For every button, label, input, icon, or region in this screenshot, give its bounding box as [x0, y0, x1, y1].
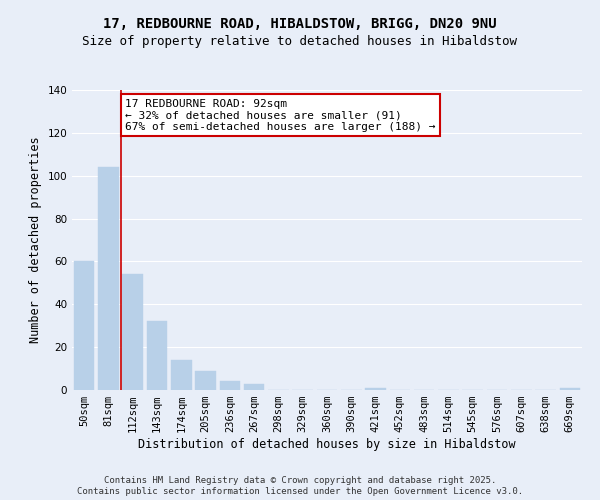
Bar	[171, 360, 191, 390]
Bar	[122, 274, 143, 390]
Bar	[365, 388, 386, 390]
Text: 17 REDBOURNE ROAD: 92sqm
← 32% of detached houses are smaller (91)
67% of semi-d: 17 REDBOURNE ROAD: 92sqm ← 32% of detach…	[125, 98, 436, 132]
Y-axis label: Number of detached properties: Number of detached properties	[29, 136, 42, 344]
Bar	[195, 370, 216, 390]
Text: Size of property relative to detached houses in Hibaldstow: Size of property relative to detached ho…	[83, 35, 517, 48]
Bar	[560, 388, 580, 390]
Text: 17, REDBOURNE ROAD, HIBALDSTOW, BRIGG, DN20 9NU: 17, REDBOURNE ROAD, HIBALDSTOW, BRIGG, D…	[103, 18, 497, 32]
Bar	[74, 262, 94, 390]
Text: Contains HM Land Registry data © Crown copyright and database right 2025.: Contains HM Land Registry data © Crown c…	[104, 476, 496, 485]
Bar	[146, 322, 167, 390]
Bar	[98, 167, 119, 390]
Bar	[220, 382, 240, 390]
X-axis label: Distribution of detached houses by size in Hibaldstow: Distribution of detached houses by size …	[138, 438, 516, 451]
Bar	[244, 384, 265, 390]
Text: Contains public sector information licensed under the Open Government Licence v3: Contains public sector information licen…	[77, 488, 523, 496]
